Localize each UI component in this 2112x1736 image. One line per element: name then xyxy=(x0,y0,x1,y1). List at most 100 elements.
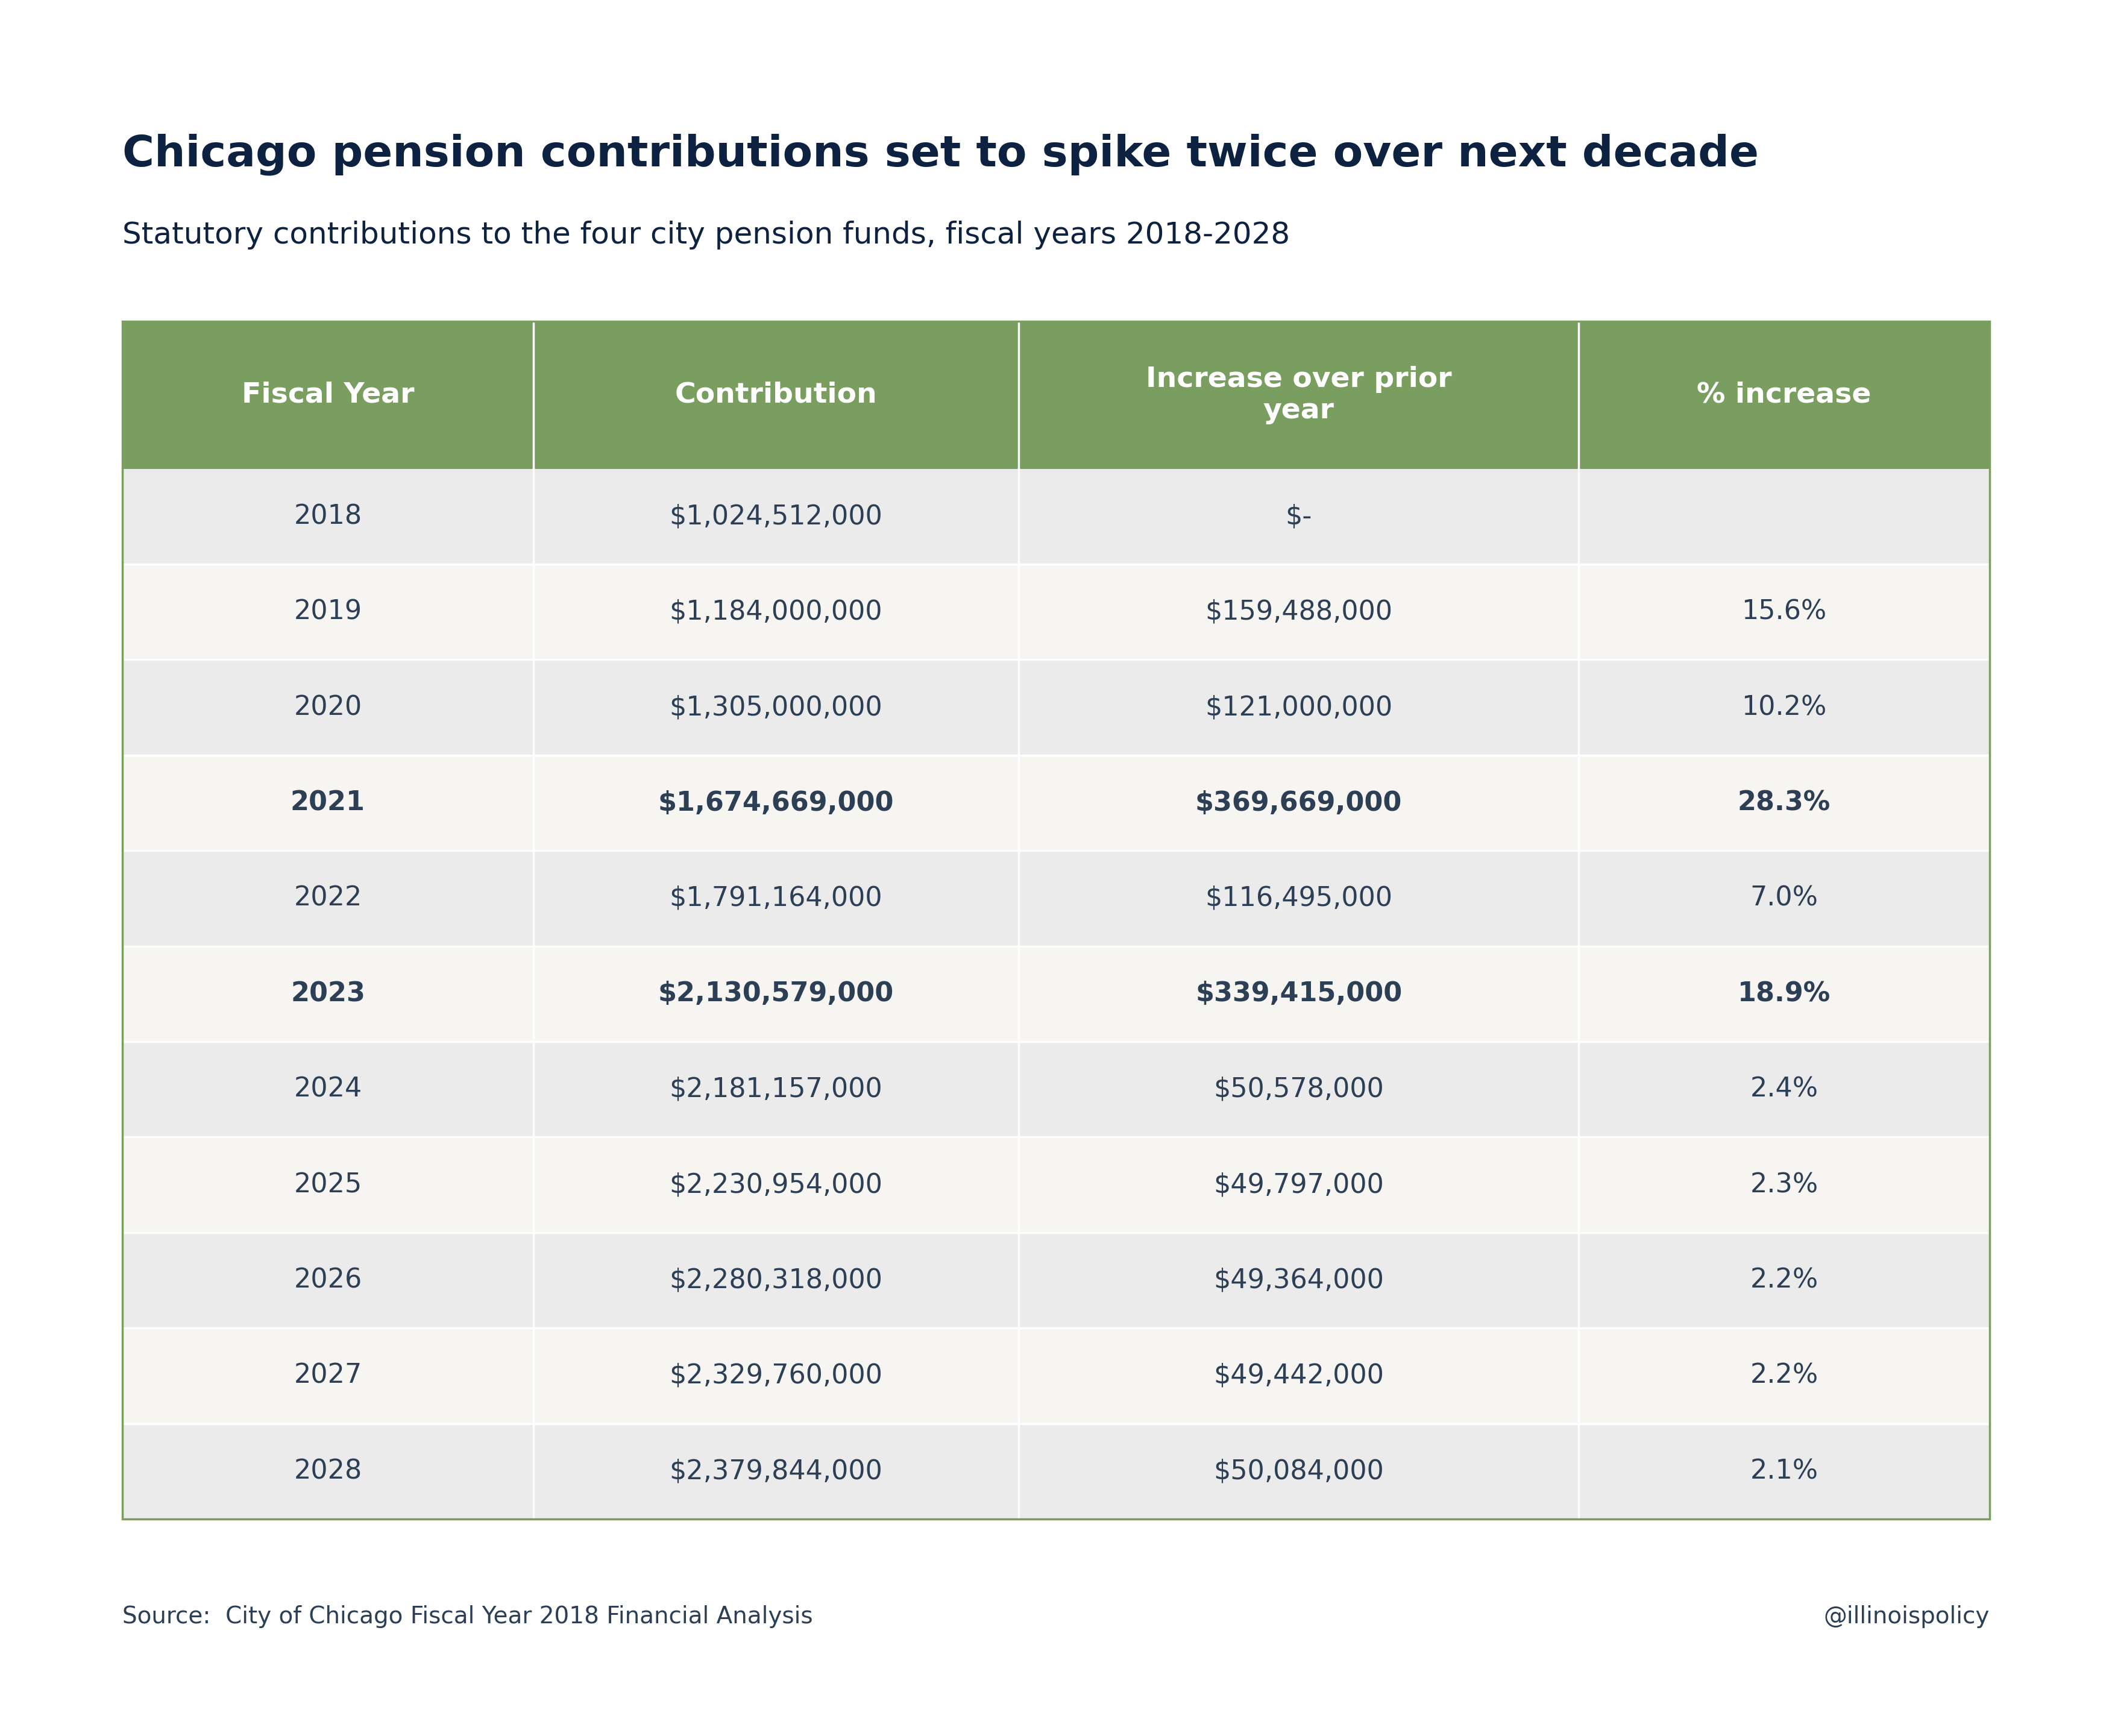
Bar xyxy=(122,321,1990,1519)
Bar xyxy=(122,564,532,660)
Bar xyxy=(1018,321,1580,469)
Bar xyxy=(122,321,532,469)
Text: Source:  City of Chicago Fiscal Year 2018 Financial Analysis: Source: City of Chicago Fiscal Year 2018… xyxy=(122,1606,813,1628)
Bar xyxy=(532,755,1018,851)
Text: $2,181,157,000: $2,181,157,000 xyxy=(670,1076,883,1102)
Bar xyxy=(1580,1233,1990,1328)
Text: $-: $- xyxy=(1286,503,1312,529)
Text: 28.3%: 28.3% xyxy=(1738,790,1831,816)
Text: @illinoispolicy: @illinoispolicy xyxy=(1823,1606,1990,1628)
Bar xyxy=(1018,564,1580,660)
Text: % increase: % increase xyxy=(1696,382,1871,408)
Bar xyxy=(122,851,532,946)
Bar xyxy=(122,1042,532,1137)
Text: 2018: 2018 xyxy=(294,503,361,529)
Bar xyxy=(1580,1328,1990,1424)
Text: $2,230,954,000: $2,230,954,000 xyxy=(670,1172,883,1198)
Bar xyxy=(122,1233,532,1328)
Text: $2,329,760,000: $2,329,760,000 xyxy=(670,1363,883,1389)
Bar xyxy=(532,851,1018,946)
Text: Chicago pension contributions set to spike twice over next decade: Chicago pension contributions set to spi… xyxy=(122,134,1759,175)
Bar xyxy=(532,1137,1018,1233)
Bar xyxy=(1018,660,1580,755)
Bar xyxy=(1018,851,1580,946)
Text: 2.2%: 2.2% xyxy=(1751,1267,1818,1293)
Bar xyxy=(122,946,532,1042)
Bar xyxy=(122,1137,532,1233)
Text: 2.2%: 2.2% xyxy=(1751,1363,1818,1389)
Text: $369,669,000: $369,669,000 xyxy=(1195,790,1402,816)
Text: 2.3%: 2.3% xyxy=(1751,1172,1818,1198)
Text: 2023: 2023 xyxy=(291,981,365,1007)
Text: Fiscal Year: Fiscal Year xyxy=(241,382,414,408)
Bar xyxy=(532,321,1018,469)
Text: 2027: 2027 xyxy=(294,1363,361,1389)
Text: $1,024,512,000: $1,024,512,000 xyxy=(670,503,883,529)
Text: 2.4%: 2.4% xyxy=(1751,1076,1818,1102)
Text: 7.0%: 7.0% xyxy=(1751,885,1818,911)
Bar xyxy=(1580,564,1990,660)
Text: $2,130,579,000: $2,130,579,000 xyxy=(659,981,893,1007)
Text: $49,442,000: $49,442,000 xyxy=(1214,1363,1383,1389)
Text: $1,791,164,000: $1,791,164,000 xyxy=(670,885,883,911)
Bar xyxy=(1018,1233,1580,1328)
Bar xyxy=(1580,1137,1990,1233)
Text: 2024: 2024 xyxy=(294,1076,361,1102)
Text: $49,797,000: $49,797,000 xyxy=(1214,1172,1383,1198)
Text: 2.1%: 2.1% xyxy=(1751,1458,1818,1484)
Text: 2022: 2022 xyxy=(294,885,361,911)
Text: Increase over prior
year: Increase over prior year xyxy=(1145,366,1451,424)
Text: $50,084,000: $50,084,000 xyxy=(1214,1458,1383,1484)
Bar xyxy=(532,1424,1018,1519)
Text: 2026: 2026 xyxy=(294,1267,361,1293)
Bar xyxy=(1580,946,1990,1042)
Bar xyxy=(1580,1424,1990,1519)
Text: Statutory contributions to the four city pension funds, fiscal years 2018-2028: Statutory contributions to the four city… xyxy=(122,220,1290,250)
Bar xyxy=(1018,755,1580,851)
Bar xyxy=(1580,660,1990,755)
Text: $159,488,000: $159,488,000 xyxy=(1206,599,1392,625)
Bar xyxy=(122,660,532,755)
Text: $339,415,000: $339,415,000 xyxy=(1195,981,1402,1007)
Text: $1,305,000,000: $1,305,000,000 xyxy=(670,694,883,720)
Bar xyxy=(532,660,1018,755)
Bar xyxy=(532,564,1018,660)
Bar xyxy=(1018,469,1580,564)
Bar xyxy=(532,1042,1018,1137)
Bar xyxy=(122,755,532,851)
Bar xyxy=(122,469,532,564)
Text: 2021: 2021 xyxy=(291,790,365,816)
Text: 18.9%: 18.9% xyxy=(1738,981,1831,1007)
Text: 2025: 2025 xyxy=(294,1172,361,1198)
Bar xyxy=(532,469,1018,564)
Bar xyxy=(1018,1042,1580,1137)
Bar xyxy=(1018,1137,1580,1233)
Bar xyxy=(122,1328,532,1424)
Bar xyxy=(1580,469,1990,564)
Bar xyxy=(1018,946,1580,1042)
Text: $49,364,000: $49,364,000 xyxy=(1214,1267,1383,1293)
Bar xyxy=(1580,1042,1990,1137)
Text: 15.6%: 15.6% xyxy=(1742,599,1827,625)
Bar xyxy=(532,1233,1018,1328)
Text: $1,674,669,000: $1,674,669,000 xyxy=(659,790,893,816)
Bar xyxy=(1580,755,1990,851)
Text: $2,280,318,000: $2,280,318,000 xyxy=(670,1267,883,1293)
Text: 2028: 2028 xyxy=(294,1458,361,1484)
Text: 2019: 2019 xyxy=(294,599,361,625)
Text: $1,184,000,000: $1,184,000,000 xyxy=(670,599,883,625)
Bar xyxy=(122,1424,532,1519)
Bar xyxy=(1018,1424,1580,1519)
Bar xyxy=(1018,1328,1580,1424)
Text: $2,379,844,000: $2,379,844,000 xyxy=(670,1458,883,1484)
Bar xyxy=(1580,851,1990,946)
Text: 10.2%: 10.2% xyxy=(1742,694,1827,720)
Bar xyxy=(532,1328,1018,1424)
Text: Contribution: Contribution xyxy=(674,382,876,408)
Text: $50,578,000: $50,578,000 xyxy=(1214,1076,1383,1102)
Text: $121,000,000: $121,000,000 xyxy=(1206,694,1392,720)
Bar xyxy=(1580,321,1990,469)
Bar xyxy=(532,946,1018,1042)
Text: 2020: 2020 xyxy=(294,694,361,720)
Text: $116,495,000: $116,495,000 xyxy=(1206,885,1392,911)
